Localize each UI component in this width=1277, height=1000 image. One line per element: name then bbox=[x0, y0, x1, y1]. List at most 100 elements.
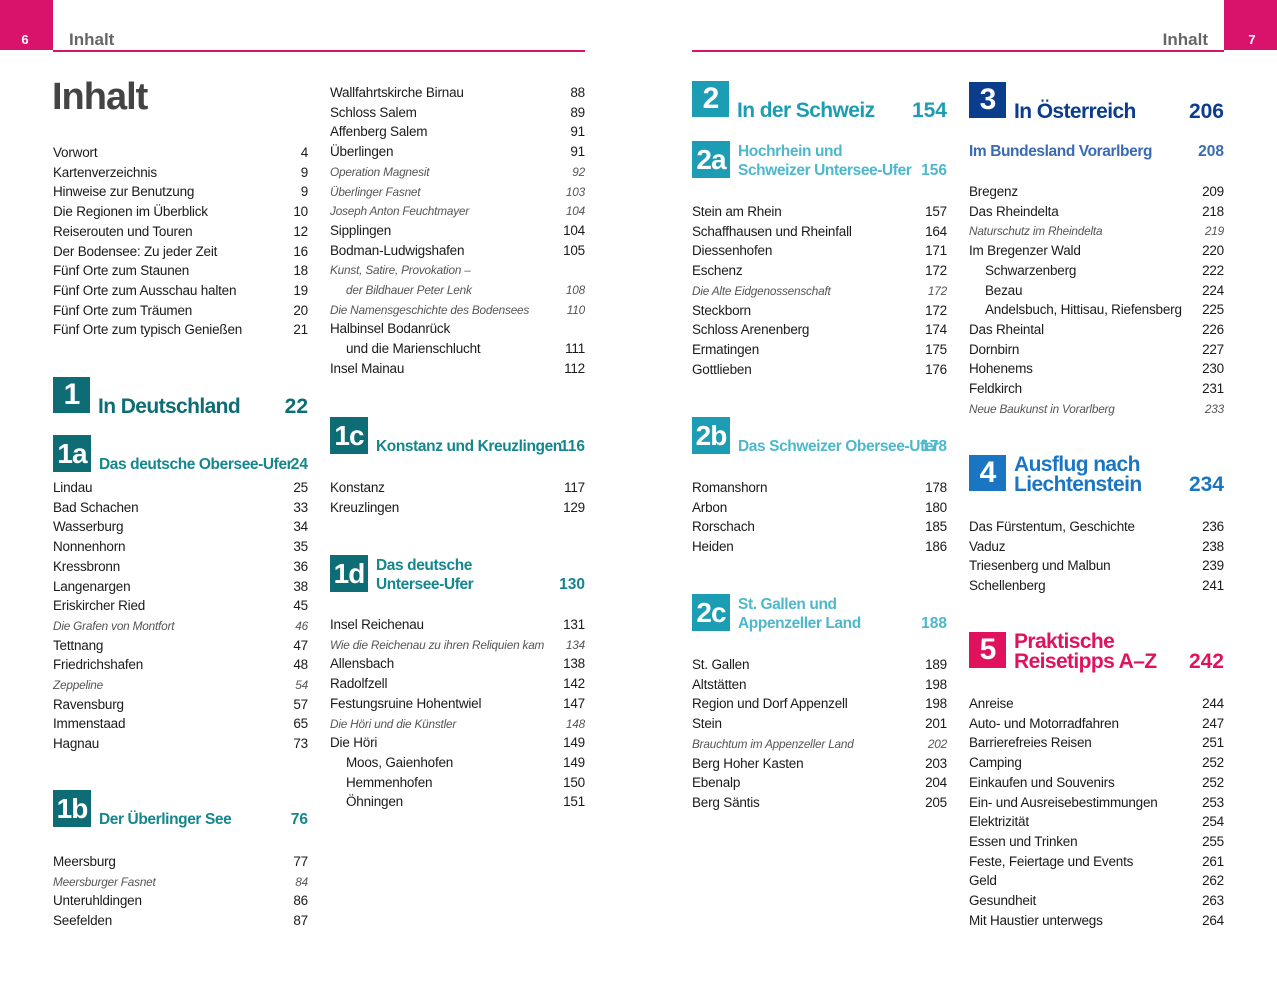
toc-entry: Eriskircher Ried 45 bbox=[53, 596, 308, 616]
entry-page: 227 bbox=[1202, 341, 1224, 357]
section-title: Das deutsche bbox=[376, 557, 472, 574]
toc-entry: Schloss Salem 89 bbox=[330, 103, 585, 123]
entry-page: 220 bbox=[1202, 243, 1224, 259]
toc-entry: Dornbirn 227 bbox=[969, 340, 1224, 360]
entry-title: Kressbronn bbox=[53, 558, 121, 574]
entry-title: Berg Hoher Kasten bbox=[692, 755, 804, 771]
toc-entry: Immenstaad 65 bbox=[53, 714, 308, 734]
entry-title: Lindau bbox=[53, 480, 93, 495]
entry-title: Zeppeline bbox=[53, 678, 104, 692]
toc-entry: Insel Reichenau 131 bbox=[330, 615, 585, 635]
entry-title: Konstanz bbox=[330, 480, 385, 495]
entry-title: Ermatingen bbox=[692, 341, 760, 357]
entry-page: 225 bbox=[1202, 302, 1224, 318]
entry-page: 35 bbox=[293, 539, 308, 555]
entry-title: Immenstaad bbox=[53, 716, 126, 732]
entry-title: Die Höri und die Künstler bbox=[330, 716, 457, 731]
entry-page: 112 bbox=[564, 360, 585, 376]
entry-page: 46 bbox=[295, 618, 308, 633]
toc-entry: Zeppeline 54 bbox=[53, 675, 308, 695]
toc-entry: Im Bregenzer Wald 220 bbox=[969, 241, 1224, 261]
entry-title: Mit Haustier unterwegs bbox=[969, 912, 1103, 928]
section-number: 4 bbox=[969, 455, 1006, 491]
section-heading: 2b Das Schweizer Obersee-Ufer 178 bbox=[692, 417, 947, 457]
toc-entry: Friedrichshafen 48 bbox=[53, 655, 308, 675]
entry-title: Schwarzenberg bbox=[985, 262, 1077, 278]
toc-entry: Tettnang 47 bbox=[53, 636, 308, 656]
entry-page: 48 bbox=[293, 657, 308, 673]
section-number: 1d bbox=[330, 555, 368, 592]
entry-page: 263 bbox=[1202, 893, 1224, 908]
entry-title: Triesenberg und Malbun bbox=[969, 558, 1111, 574]
entry-title: Essen und Trinken bbox=[969, 833, 1078, 849]
section-number: 2 bbox=[692, 81, 729, 117]
section-title: Reisetipps A–Z bbox=[1014, 650, 1157, 673]
entry-page: 103 bbox=[565, 184, 585, 199]
entry-page: 244 bbox=[1202, 696, 1224, 711]
entry-page: 20 bbox=[293, 302, 308, 318]
entry-title: Region und Dorf Appenzell bbox=[692, 696, 848, 712]
section-title: Schweizer Untersee-Ufer bbox=[738, 162, 912, 179]
toc-entry: Allensbach 138 bbox=[330, 654, 585, 674]
toc-entry: Das Fürstentum, Geschichte 236 bbox=[969, 517, 1224, 537]
entry-page: 131 bbox=[563, 617, 585, 632]
entry-page: 172 bbox=[925, 263, 947, 279]
toc-entry: Ermatingen 175 bbox=[692, 340, 947, 360]
entry-page: 105 bbox=[563, 242, 585, 258]
entry-page: 185 bbox=[925, 519, 947, 535]
section-page: 208 bbox=[1198, 143, 1224, 160]
entry-title: Wasserburg bbox=[53, 519, 124, 535]
entry-title: Bregenz bbox=[969, 184, 1018, 199]
entry-page: 252 bbox=[1202, 774, 1224, 790]
section-number: 1 bbox=[53, 377, 90, 413]
toc-entry: St. Gallen 189 bbox=[692, 655, 947, 675]
entry-page: 151 bbox=[563, 794, 585, 810]
toc-entry: Mit Haustier unterwegs 264 bbox=[969, 911, 1224, 931]
entry-title: Radolfzell bbox=[330, 676, 388, 692]
entry-title: Festungsruine Hohentwiel bbox=[330, 695, 482, 711]
entry-page: 262 bbox=[1202, 873, 1224, 889]
entry-page: 150 bbox=[563, 774, 585, 790]
toc-entry: Stein 201 bbox=[692, 714, 947, 734]
entry-title: Schellenberg bbox=[969, 578, 1046, 594]
entry-page: 21 bbox=[293, 322, 308, 338]
entry-page: 164 bbox=[925, 223, 947, 239]
entry-page: 104 bbox=[563, 222, 585, 238]
entry-title: Die Grafen von Montfort bbox=[53, 618, 175, 633]
entry-page: 224 bbox=[1202, 282, 1224, 298]
toc-entry: Arbon 180 bbox=[692, 498, 947, 518]
entry-title: der Bildhauer Peter Lenk bbox=[346, 283, 472, 297]
entry-title: Rorschach bbox=[692, 519, 755, 535]
entry-page: 86 bbox=[293, 893, 308, 909]
toc-entry: Vaduz 238 bbox=[969, 537, 1224, 557]
entry-title: Wie die Reichenau zu ihren Reliquien kam bbox=[330, 637, 545, 652]
entry-page: 203 bbox=[925, 755, 947, 771]
toc-entry: Meersburger Fasnet 84 bbox=[53, 872, 308, 892]
entry-title: Hemmenhofen bbox=[346, 774, 433, 790]
section-heading: 1b Der Überlinger See 76 bbox=[53, 790, 308, 830]
entry-page: 117 bbox=[564, 480, 585, 495]
entry-page: 202 bbox=[927, 736, 947, 751]
toc-entry: Fünf Orte zum Staunen 18 bbox=[53, 261, 308, 281]
toc-entry: Konstanz 117 bbox=[330, 478, 585, 498]
section-page: 76 bbox=[290, 811, 308, 828]
toc-entry: Wasserburg 34 bbox=[53, 517, 308, 537]
toc-entry: Geld 262 bbox=[969, 871, 1224, 891]
toc-entry: Romanshorn 178 bbox=[692, 478, 947, 498]
section-title: Ausflug nach bbox=[1014, 453, 1140, 476]
entry-title: Eschenz bbox=[692, 263, 743, 279]
toc-entry: Kressbronn 36 bbox=[53, 557, 308, 577]
toc-entry: Hinweise zur Benutzung 9 bbox=[53, 182, 308, 202]
entry-page: 57 bbox=[293, 696, 308, 712]
entry-title: Das Fürstentum, Geschichte bbox=[969, 519, 1135, 534]
entry-page: 252 bbox=[1202, 755, 1224, 771]
entry-title: Die Alte Eidgenossenschaft bbox=[692, 283, 831, 298]
toc-entry: Heiden 186 bbox=[692, 537, 947, 557]
entry-page: 149 bbox=[563, 735, 585, 751]
entry-title: Geld bbox=[969, 873, 997, 889]
entry-page: 175 bbox=[925, 341, 947, 357]
section-heading: 2 In der Schweiz 154 bbox=[692, 81, 947, 121]
entry-page: 236 bbox=[1202, 519, 1224, 534]
entry-page: 233 bbox=[1204, 401, 1224, 416]
entry-page: 189 bbox=[925, 657, 947, 672]
